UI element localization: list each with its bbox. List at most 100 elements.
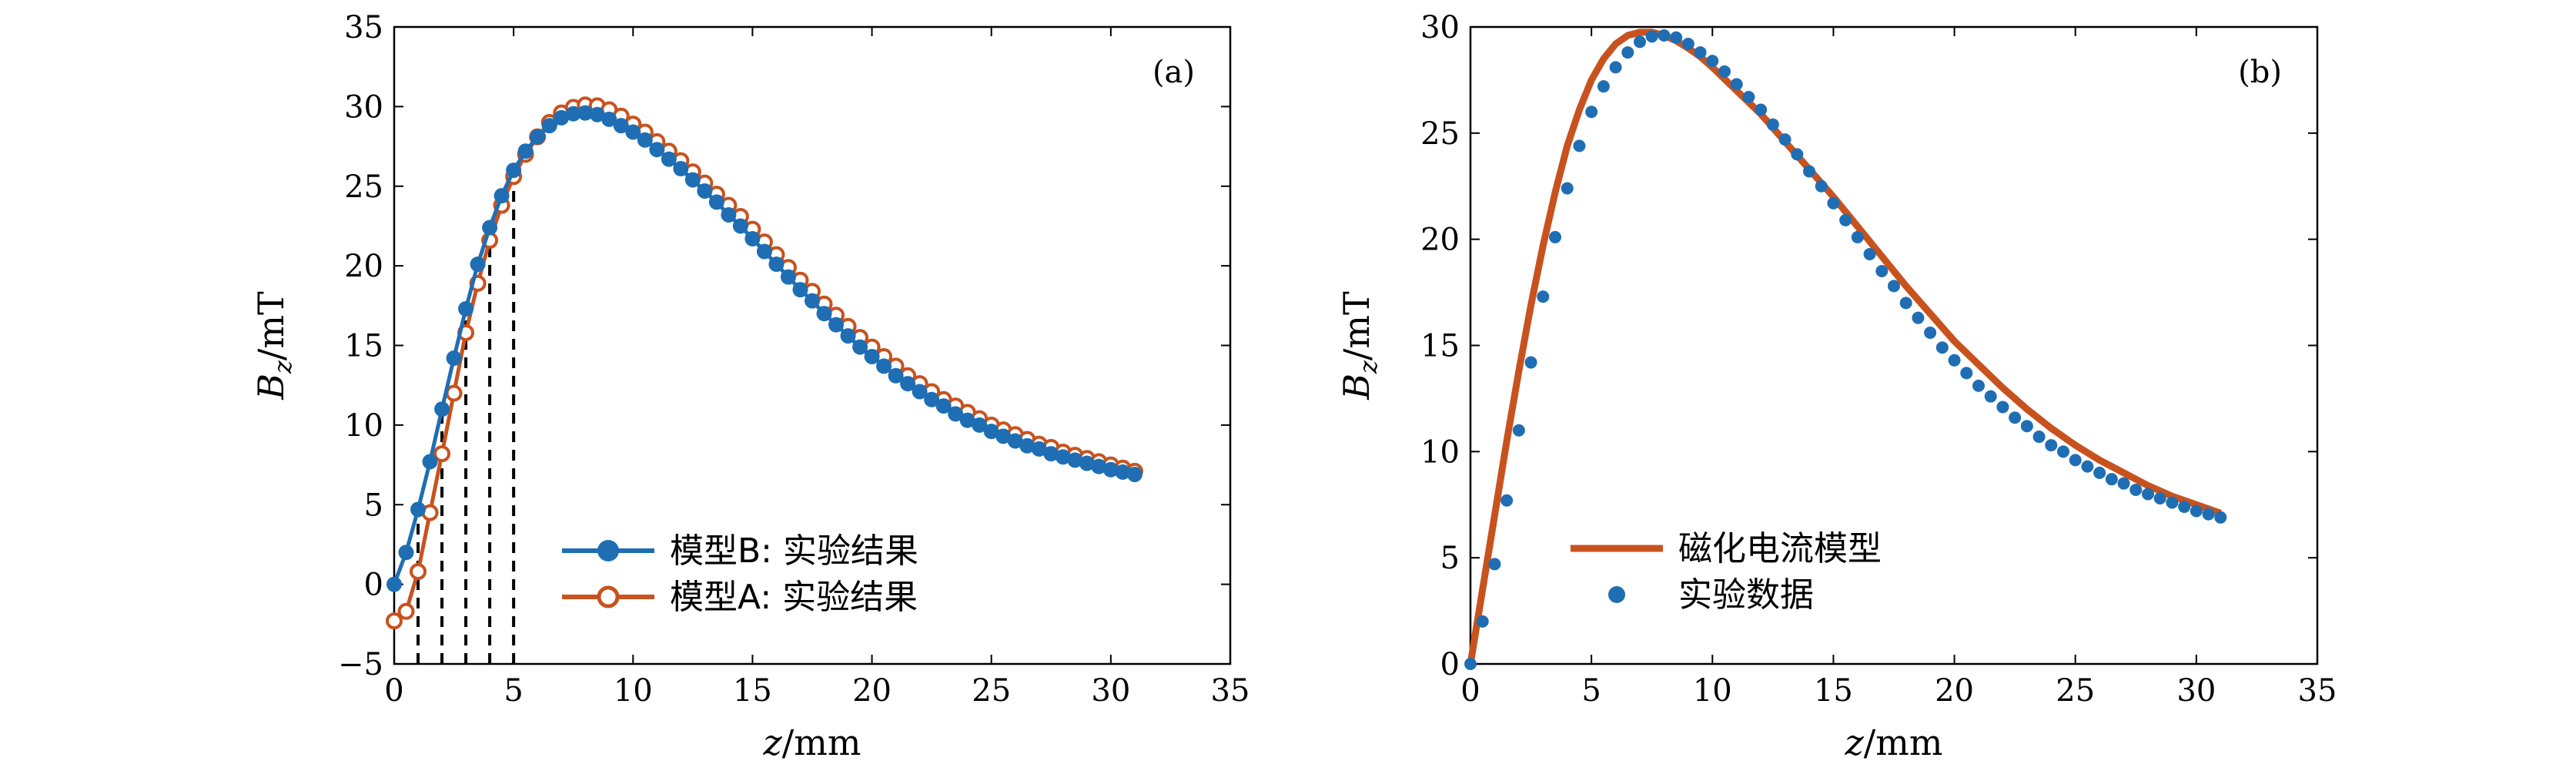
data-point xyxy=(565,106,581,122)
data-point xyxy=(1019,437,1035,454)
data-point xyxy=(661,151,677,167)
data-point xyxy=(2081,460,2094,473)
y-tick-label: 10 xyxy=(1420,434,1460,470)
y-axis-label-sub: z xyxy=(268,360,297,374)
data-point xyxy=(1561,182,1574,195)
data-point xyxy=(1079,455,1095,471)
data-point xyxy=(1067,452,1083,468)
data-point xyxy=(684,172,701,188)
data-point xyxy=(1972,379,1985,392)
x-tick-label: 35 xyxy=(2298,673,2337,709)
x-tick-label: 5 xyxy=(1581,673,1601,709)
data-point xyxy=(1043,446,1059,462)
data-point xyxy=(1102,461,1119,478)
data-point xyxy=(697,183,713,199)
data-point xyxy=(470,256,486,273)
y-axis-label-unit: /mT xyxy=(1336,291,1377,360)
data-point xyxy=(888,367,904,384)
data-point xyxy=(1694,46,1707,59)
data-point xyxy=(410,563,427,581)
data-point xyxy=(554,109,570,126)
y-tick-label: 25 xyxy=(344,169,383,205)
data-point xyxy=(912,384,928,400)
data-point xyxy=(649,142,665,158)
y-tick-label: 15 xyxy=(1420,329,1460,364)
legend-swatch-marker xyxy=(597,540,619,561)
x-axis-label-var: z xyxy=(1845,722,1865,763)
x-tick-label: 15 xyxy=(733,673,772,709)
data-point xyxy=(1706,55,1719,68)
data-point xyxy=(1670,31,1683,44)
data-point xyxy=(386,612,403,630)
data-point xyxy=(1573,139,1586,153)
y-tick-label: 5 xyxy=(1440,541,1460,576)
x-tick-label: 30 xyxy=(2176,673,2216,709)
data-point xyxy=(2142,488,2154,501)
data-point xyxy=(1888,280,1900,293)
data-point xyxy=(1537,290,1550,303)
data-point xyxy=(1815,179,1828,193)
y-tick-label: 10 xyxy=(344,408,383,444)
data-point xyxy=(1863,247,1876,260)
data-point xyxy=(1115,464,1131,480)
data-point xyxy=(1126,466,1142,482)
x-tick-label: 35 xyxy=(1211,673,1250,709)
data-point xyxy=(2214,511,2227,524)
data-point xyxy=(1091,458,1107,474)
data-point xyxy=(1658,29,1671,42)
data-point xyxy=(2045,439,2058,452)
y-axis-label-var: B xyxy=(250,374,292,401)
data-point xyxy=(601,111,617,127)
data-point xyxy=(589,106,605,122)
data-point xyxy=(577,105,594,121)
data-point xyxy=(386,576,402,592)
data-point xyxy=(840,328,856,344)
data-point xyxy=(1742,90,1755,103)
plot-frame xyxy=(1469,25,2319,665)
panel-b-chart: 0 5 10 15 20 25 30 35 0 5 10 15 20 25 30 z/mm Bz/mT (b) 磁化… xyxy=(1336,10,2337,763)
y-axis-label: Bz/mT xyxy=(250,291,297,401)
data-point xyxy=(1875,265,1889,278)
data-point xyxy=(398,545,414,561)
data-point xyxy=(1851,230,1864,243)
x-tick-label: 5 xyxy=(503,673,523,709)
data-point xyxy=(864,348,880,364)
data-point xyxy=(744,230,761,246)
x-axis-label-var: z xyxy=(763,722,783,763)
y-axis-label-var: B xyxy=(1336,374,1377,401)
y-tick-label: 15 xyxy=(344,329,383,364)
data-point xyxy=(972,417,988,433)
data-point xyxy=(458,300,474,317)
data-point xyxy=(924,391,940,407)
y-tick-label: 20 xyxy=(344,249,383,284)
data-point xyxy=(613,118,629,134)
data-point xyxy=(1597,80,1610,93)
panel-a-chart: 0 5 10 15 20 25 30 35−505101520253035z/mmBz/mT(… xyxy=(250,10,1250,763)
y-tick-label: −5 xyxy=(338,647,383,682)
data-point xyxy=(493,188,510,204)
data-point xyxy=(721,206,737,223)
data-point xyxy=(995,428,1012,444)
y-tick-label: 0 xyxy=(1440,647,1460,682)
data-point xyxy=(2093,466,2106,479)
x-tick-label: 0 xyxy=(1460,673,1480,709)
data-point xyxy=(1621,46,1634,59)
data-point xyxy=(1476,615,1489,628)
data-point xyxy=(1464,658,1477,670)
data-point xyxy=(446,350,462,367)
data-point xyxy=(1634,35,1646,49)
data-point xyxy=(2117,477,2130,490)
data-point xyxy=(780,269,796,285)
y-axis-label-unit: /mT xyxy=(250,291,292,360)
x-tick-label: 0 xyxy=(384,673,403,709)
y-axis-label: Bz/mT xyxy=(1336,291,1383,401)
panel-label: (b) xyxy=(2238,55,2282,90)
data-point xyxy=(828,317,845,333)
data-point xyxy=(2153,491,2166,504)
data-point xyxy=(935,398,952,414)
data-point xyxy=(1007,433,1023,449)
x-axis-label-unit: /mm xyxy=(782,722,861,763)
series-line xyxy=(1467,28,2222,665)
data-point xyxy=(2020,420,2033,433)
